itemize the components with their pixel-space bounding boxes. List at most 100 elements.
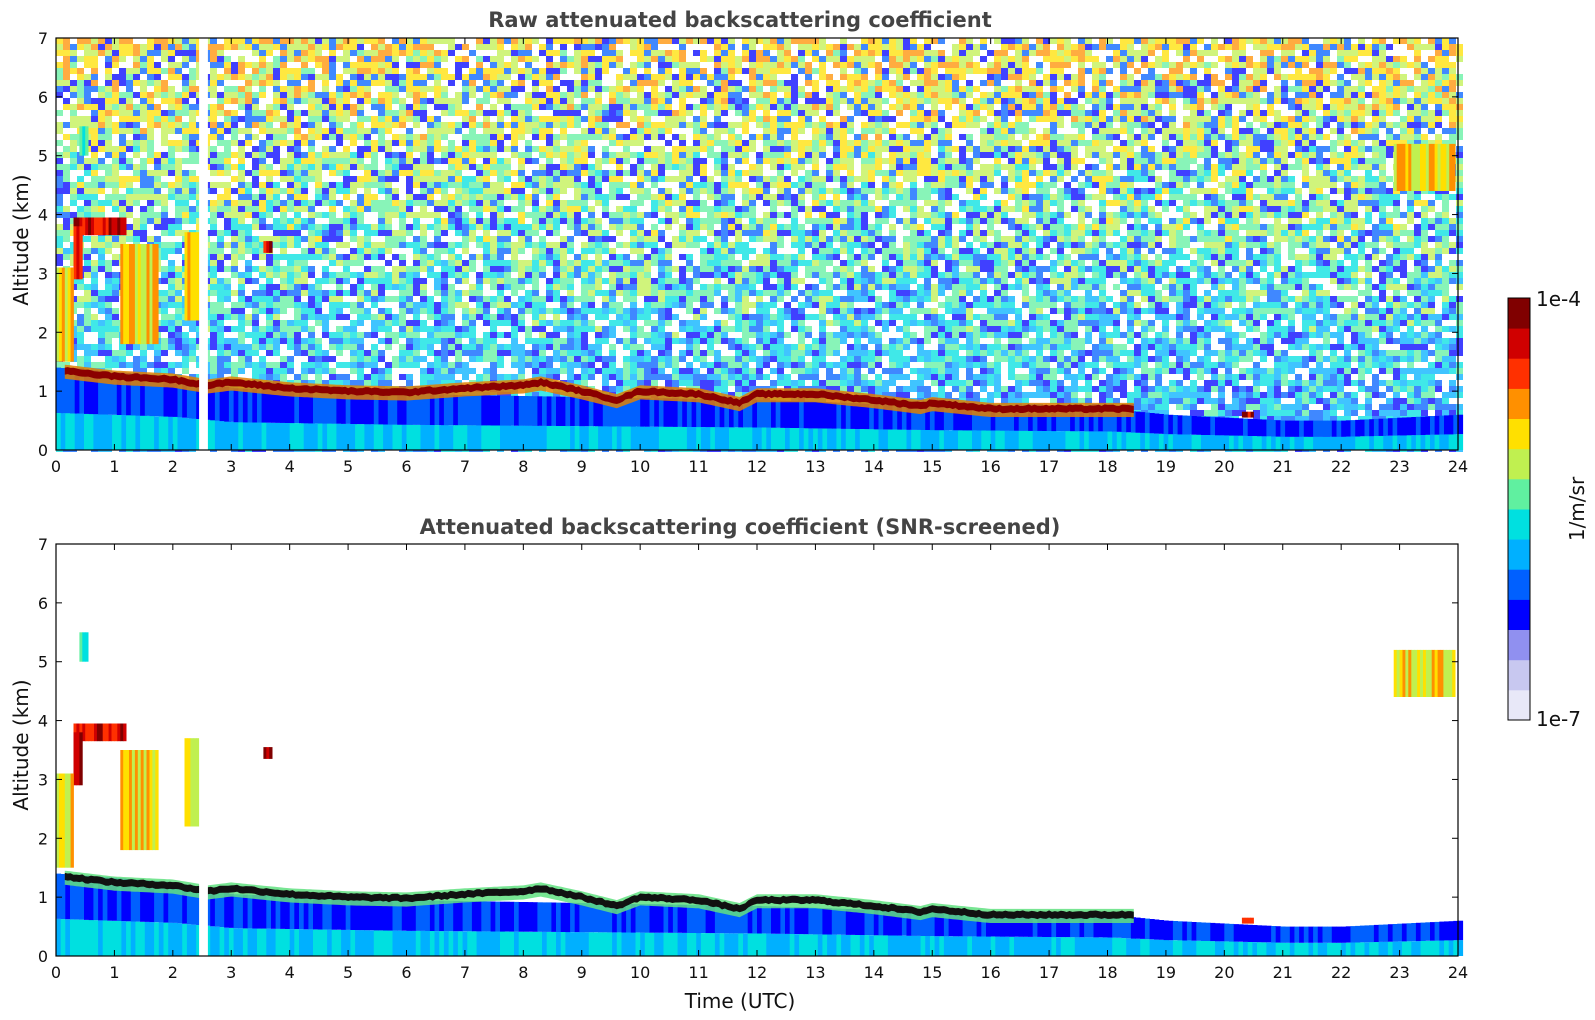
noise-cell [868,92,875,98]
noise-cell [476,152,483,158]
noise-cell [896,134,903,140]
noise-cell [1141,176,1148,182]
noise-cell [945,86,952,92]
noise-cell [154,50,161,56]
noise-cell [931,50,938,56]
noise-cell [854,86,861,92]
noise-cell [1085,116,1092,122]
noise-cell [217,80,224,86]
noise-cell [91,128,98,134]
noise-cell [959,146,966,152]
noise-cell [399,140,406,146]
noise-cell [77,116,84,122]
noise-cell [441,110,448,116]
noise-cell [406,110,413,116]
noise-cell [987,80,994,86]
noise-cell [1421,92,1428,98]
noise-cell [280,176,287,182]
noise-cell [105,116,112,122]
noise-cell [210,134,217,140]
noise-cell [735,152,742,158]
noise-cell [1022,194,1029,200]
noise-cell [595,98,602,104]
noise-cell [112,80,119,86]
noise-cell [140,104,147,110]
noise-cell [238,218,245,224]
noise-cell [1148,158,1155,164]
noise-cell [511,104,518,110]
noise-cell [994,146,1001,152]
noise-cell [728,182,735,188]
noise-cell [861,104,868,110]
noise-cell [882,182,889,188]
noise-cell [931,116,938,122]
noise-cell [637,56,644,62]
noise-cell [308,218,315,224]
noise-cell [1071,98,1078,104]
noise-cell [378,92,385,98]
noise-cell [630,152,637,158]
noise-cell [721,164,728,170]
noise-cell [427,44,434,50]
noise-cell [399,212,406,218]
noise-cell [798,116,805,122]
noise-cell [483,38,490,44]
noise-cell [329,44,336,50]
noise-cell [1351,110,1358,116]
noise-cell [938,200,945,206]
noise-cell [189,80,196,86]
noise-cell [77,44,84,50]
noise-cell [518,128,525,134]
noise-cell [574,188,581,194]
noise-cell [1218,98,1225,104]
noise-cell [238,194,245,200]
noise-cell [189,140,196,146]
noise-cell [245,188,252,194]
noise-cell [721,212,728,218]
noise-cell [490,146,497,152]
noise-cell [525,38,532,44]
noise-cell [1162,152,1169,158]
noise-cell [896,152,903,158]
noise-cell [1281,170,1288,176]
noise-cell [791,200,798,206]
noise-cell [567,80,574,86]
noise-cell [1078,116,1085,122]
noise-cell [1330,44,1337,50]
noise-cell [1337,98,1344,104]
noise-cell [644,158,651,164]
noise-cell [777,98,784,104]
noise-cell [791,110,798,116]
noise-cell [693,146,700,152]
noise-cell [455,152,462,158]
noise-cell [154,218,161,224]
noise-cell [959,38,966,44]
noise-cell [791,92,798,98]
noise-cell [1274,116,1281,122]
noise-cell [623,134,630,140]
noise-cell [861,170,868,176]
noise-cell [1071,206,1078,212]
noise-cell [476,176,483,182]
noise-cell [266,194,273,200]
noise-cell [1309,194,1316,200]
noise-cell [1008,158,1015,164]
noise-cell [1225,86,1232,92]
noise-cell [217,140,224,146]
noise-cell [399,104,406,110]
noise-cell [294,86,301,92]
noise-cell [1064,80,1071,86]
noise-cell [511,92,518,98]
noise-cell [105,38,112,44]
noise-cell [1407,86,1414,92]
noise-cell [217,194,224,200]
noise-cell [301,110,308,116]
noise-cell [728,50,735,56]
noise-cell [1344,140,1351,146]
noise-cell [441,74,448,80]
noise-cell [1288,74,1295,80]
noise-cell [742,188,749,194]
noise-cell [427,140,434,146]
noise-cell [161,128,168,134]
noise-cell [364,98,371,104]
